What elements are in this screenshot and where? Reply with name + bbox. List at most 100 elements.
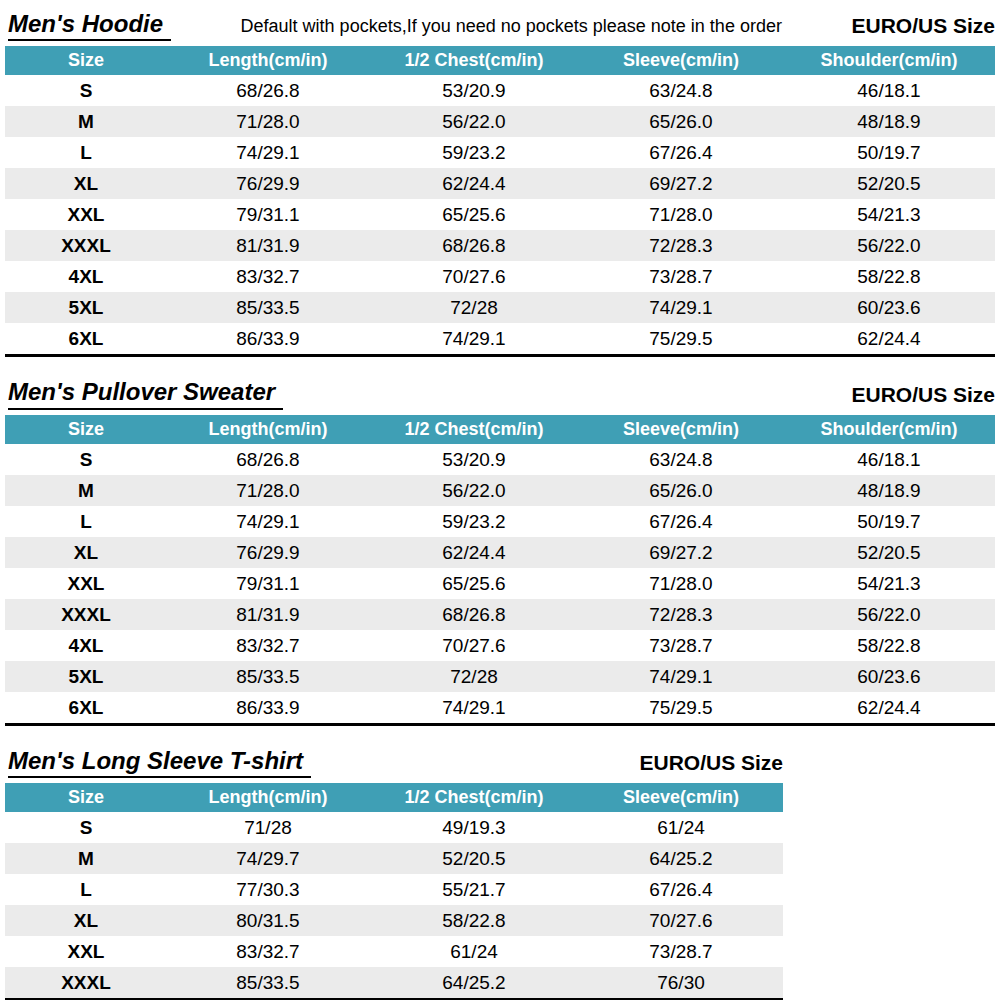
measurement-cell: 68/26.8: [167, 444, 369, 475]
measurement-cell: 48/18.9: [783, 106, 995, 137]
measurement-cell: 83/32.7: [167, 261, 369, 292]
size-cell: S: [5, 812, 167, 843]
table-row: XXXL81/31.968/26.872/28.356/22.0: [5, 230, 995, 261]
measurement-cell: 86/33.9: [167, 692, 369, 725]
measurement-cell: 86/33.9: [167, 323, 369, 356]
measurement-cell: 46/18.1: [783, 75, 995, 106]
measurement-cell: 85/33.5: [167, 967, 369, 1000]
size-cell: XXXL: [5, 599, 167, 630]
measurement-cell: 62/24.4: [369, 168, 579, 199]
measurement-cell: 52/20.5: [369, 843, 579, 874]
measurement-cell: 56/22.0: [783, 230, 995, 261]
measurement-cell: 74/29.1: [167, 506, 369, 537]
size-standard-label: EURO/US Size: [851, 383, 995, 410]
measurement-cell: 49/19.3: [369, 812, 579, 843]
table-row: XXL79/31.165/25.671/28.054/21.3: [5, 199, 995, 230]
tshirt-size-table: SizeLength(cm/in)1/2 Chest(cm/in)Sleeve(…: [5, 783, 783, 1000]
measurement-cell: 71/28.0: [579, 199, 783, 230]
column-header: Shoulder(cm/in): [783, 46, 995, 75]
hoodie-size-table: SizeLength(cm/in)1/2 Chest(cm/in)Sleeve(…: [5, 46, 995, 357]
measurement-cell: 67/26.4: [579, 506, 783, 537]
measurement-cell: 50/19.7: [783, 506, 995, 537]
measurement-cell: 73/28.7: [579, 630, 783, 661]
table-row: 4XL83/32.770/27.673/28.758/22.8: [5, 261, 995, 292]
size-cell: XXL: [5, 568, 167, 599]
measurement-cell: 65/25.6: [369, 199, 579, 230]
size-cell: S: [5, 444, 167, 475]
column-header: 1/2 Chest(cm/in): [369, 415, 579, 444]
measurement-cell: 81/31.9: [167, 230, 369, 261]
measurement-cell: 73/28.7: [579, 936, 783, 967]
table-row: XL80/31.558/22.870/27.6: [5, 905, 783, 936]
measurement-cell: 70/27.6: [369, 630, 579, 661]
size-cell: XXL: [5, 199, 167, 230]
size-cell: XXL: [5, 936, 167, 967]
table-row: S71/2849/19.361/24: [5, 812, 783, 843]
measurement-cell: 67/26.4: [579, 137, 783, 168]
table-title: Men's Hoodie: [8, 11, 171, 41]
measurement-cell: 52/20.5: [783, 168, 995, 199]
measurement-cell: 74/29.1: [167, 137, 369, 168]
pullover-size-table: SizeLength(cm/in)1/2 Chest(cm/in)Sleeve(…: [5, 415, 995, 726]
table-row: XXXL81/31.968/26.872/28.356/22.0: [5, 599, 995, 630]
table-row: 6XL86/33.974/29.175/29.562/24.4: [5, 692, 995, 725]
measurement-cell: 73/28.7: [579, 261, 783, 292]
table-row: S68/26.853/20.963/24.846/18.1: [5, 75, 995, 106]
table-row: L77/30.355/21.767/26.4: [5, 874, 783, 905]
measurement-cell: 83/32.7: [167, 630, 369, 661]
measurement-cell: 62/24.4: [369, 537, 579, 568]
measurement-cell: 71/28.0: [167, 475, 369, 506]
size-cell: XL: [5, 168, 167, 199]
hoodie-section: Men's Hoodie Default with pockets,If you…: [5, 8, 995, 357]
measurement-cell: 65/26.0: [579, 106, 783, 137]
measurement-cell: 69/27.2: [579, 168, 783, 199]
measurement-cell: 76/29.9: [167, 537, 369, 568]
table-row: 6XL86/33.974/29.175/29.562/24.4: [5, 323, 995, 356]
measurement-cell: 70/27.6: [369, 261, 579, 292]
column-header: Size: [5, 46, 167, 75]
column-header: Shoulder(cm/in): [783, 415, 995, 444]
hoodie-heading: Men's Hoodie Default with pockets,If you…: [5, 8, 995, 46]
size-cell: M: [5, 106, 167, 137]
measurement-cell: 50/19.7: [783, 137, 995, 168]
size-chart-page: Men's Hoodie Default with pockets,If you…: [0, 0, 1000, 1000]
table-row: XXXL85/33.564/25.276/30: [5, 967, 783, 1000]
measurement-cell: 68/26.8: [369, 230, 579, 261]
measurement-cell: 74/29.1: [579, 292, 783, 323]
column-header: Size: [5, 415, 167, 444]
measurement-cell: 65/25.6: [369, 568, 579, 599]
column-header: Length(cm/in): [167, 46, 369, 75]
pockets-note: Default with pockets,If you need no pock…: [171, 16, 851, 41]
column-header: 1/2 Chest(cm/in): [369, 783, 579, 812]
pullover-heading: Men's Pullover Sweater EURO/US Size: [5, 376, 995, 414]
measurement-cell: 63/24.8: [579, 75, 783, 106]
measurement-cell: 58/22.8: [783, 261, 995, 292]
measurement-cell: 61/24: [369, 936, 579, 967]
measurement-cell: 56/22.0: [783, 599, 995, 630]
measurement-cell: 63/24.8: [579, 444, 783, 475]
size-cell: 4XL: [5, 630, 167, 661]
size-cell: 6XL: [5, 323, 167, 356]
long-sleeve-tshirt-section: Men's Long Sleeve T-shirt EURO/US Size S…: [5, 745, 995, 1000]
size-cell: L: [5, 874, 167, 905]
measurement-cell: 67/26.4: [579, 874, 783, 905]
size-cell: 6XL: [5, 692, 167, 725]
measurement-cell: 54/21.3: [783, 568, 995, 599]
column-header: Sleeve(cm/in): [579, 783, 783, 812]
size-cell: L: [5, 137, 167, 168]
measurement-cell: 46/18.1: [783, 444, 995, 475]
measurement-cell: 70/27.6: [579, 905, 783, 936]
measurement-cell: 71/28.0: [579, 568, 783, 599]
table-row: L74/29.159/23.267/26.450/19.7: [5, 506, 995, 537]
measurement-cell: 64/25.2: [579, 843, 783, 874]
table-row: XXL79/31.165/25.671/28.054/21.3: [5, 568, 995, 599]
measurement-cell: 76/29.9: [167, 168, 369, 199]
size-cell: XL: [5, 905, 167, 936]
column-header: Sleeve(cm/in): [579, 46, 783, 75]
measurement-cell: 68/26.8: [369, 599, 579, 630]
measurement-cell: 53/20.9: [369, 444, 579, 475]
measurement-cell: 85/33.5: [167, 661, 369, 692]
measurement-cell: 65/26.0: [579, 475, 783, 506]
column-header: Sleeve(cm/in): [579, 415, 783, 444]
table-title: Men's Pullover Sweater: [8, 379, 283, 409]
